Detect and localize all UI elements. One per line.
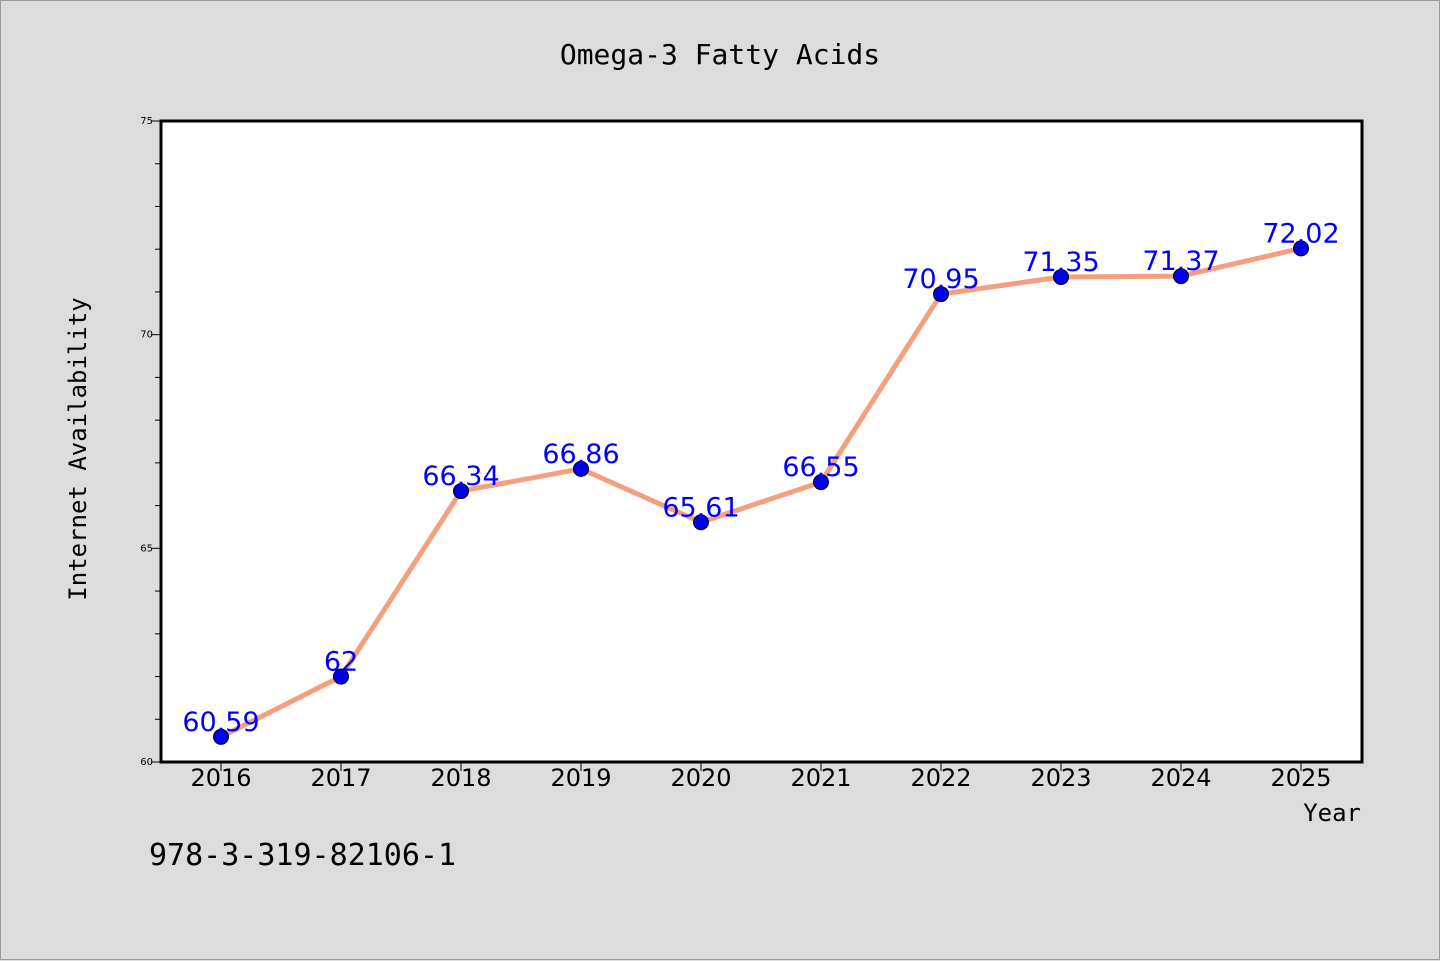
x-tick-label: 2023 xyxy=(1030,764,1091,792)
data-point xyxy=(1173,268,1189,285)
x-axis-label: Year xyxy=(1303,799,1361,827)
x-tick-label: 2024 xyxy=(1150,764,1211,792)
y-tick-label: 75 xyxy=(140,116,153,127)
series-line xyxy=(218,245,1304,740)
plot-area xyxy=(161,121,1362,762)
y-tick-label: 65 xyxy=(140,543,153,554)
y-axis-label: Internet Availability xyxy=(64,297,92,600)
x-tick-label: 2019 xyxy=(550,764,611,792)
x-tick-label: 2022 xyxy=(910,764,971,792)
x-tick-label: 2020 xyxy=(670,764,731,792)
x-tick-label: 2017 xyxy=(310,764,371,792)
y-axis-ticks: 60 65 70 75 xyxy=(140,116,161,768)
data-point xyxy=(1293,240,1309,257)
data-label: 66.34 xyxy=(422,461,499,492)
data-point xyxy=(333,668,349,685)
x-axis-ticks: 2016 2017 2018 2019 2020 2021 2022 2023 2024 2025 xyxy=(190,762,1332,792)
series-group: 60.59 62 66.34 66.86 65.61 66.55 70.95 71.35 71.… xyxy=(182,218,1340,745)
y-tick-label: 70 xyxy=(140,330,153,341)
data-label: 70.95 xyxy=(902,264,979,295)
x-tick-label: 2018 xyxy=(430,764,491,792)
data-label: 66.86 xyxy=(542,439,619,470)
data-label: 65.61 xyxy=(662,492,739,523)
data-point xyxy=(813,474,829,491)
data-label: 62 xyxy=(324,647,358,678)
data-label: 72.02 xyxy=(1262,218,1339,249)
data-point xyxy=(693,514,709,531)
plot-frame xyxy=(159,119,1364,764)
x-tick-label: 2021 xyxy=(790,764,851,792)
data-point xyxy=(573,460,589,477)
data-label: 60.59 xyxy=(182,707,259,738)
data-point xyxy=(1053,268,1069,285)
data-label: 71.37 xyxy=(1142,246,1219,277)
x-tick-label: 2016 xyxy=(190,764,251,792)
data-point xyxy=(213,728,229,745)
data-point xyxy=(453,483,469,500)
data-point xyxy=(933,286,949,303)
x-tick-label: 2025 xyxy=(1270,764,1331,792)
data-label: 71.35 xyxy=(1022,247,1099,278)
footer-code: 978-3-319-82106-1 xyxy=(149,838,456,873)
chart-title: Omega-3 Fatty Acids xyxy=(560,38,880,71)
data-label: 66.55 xyxy=(782,452,859,483)
y-tick-label: 60 xyxy=(140,757,153,768)
